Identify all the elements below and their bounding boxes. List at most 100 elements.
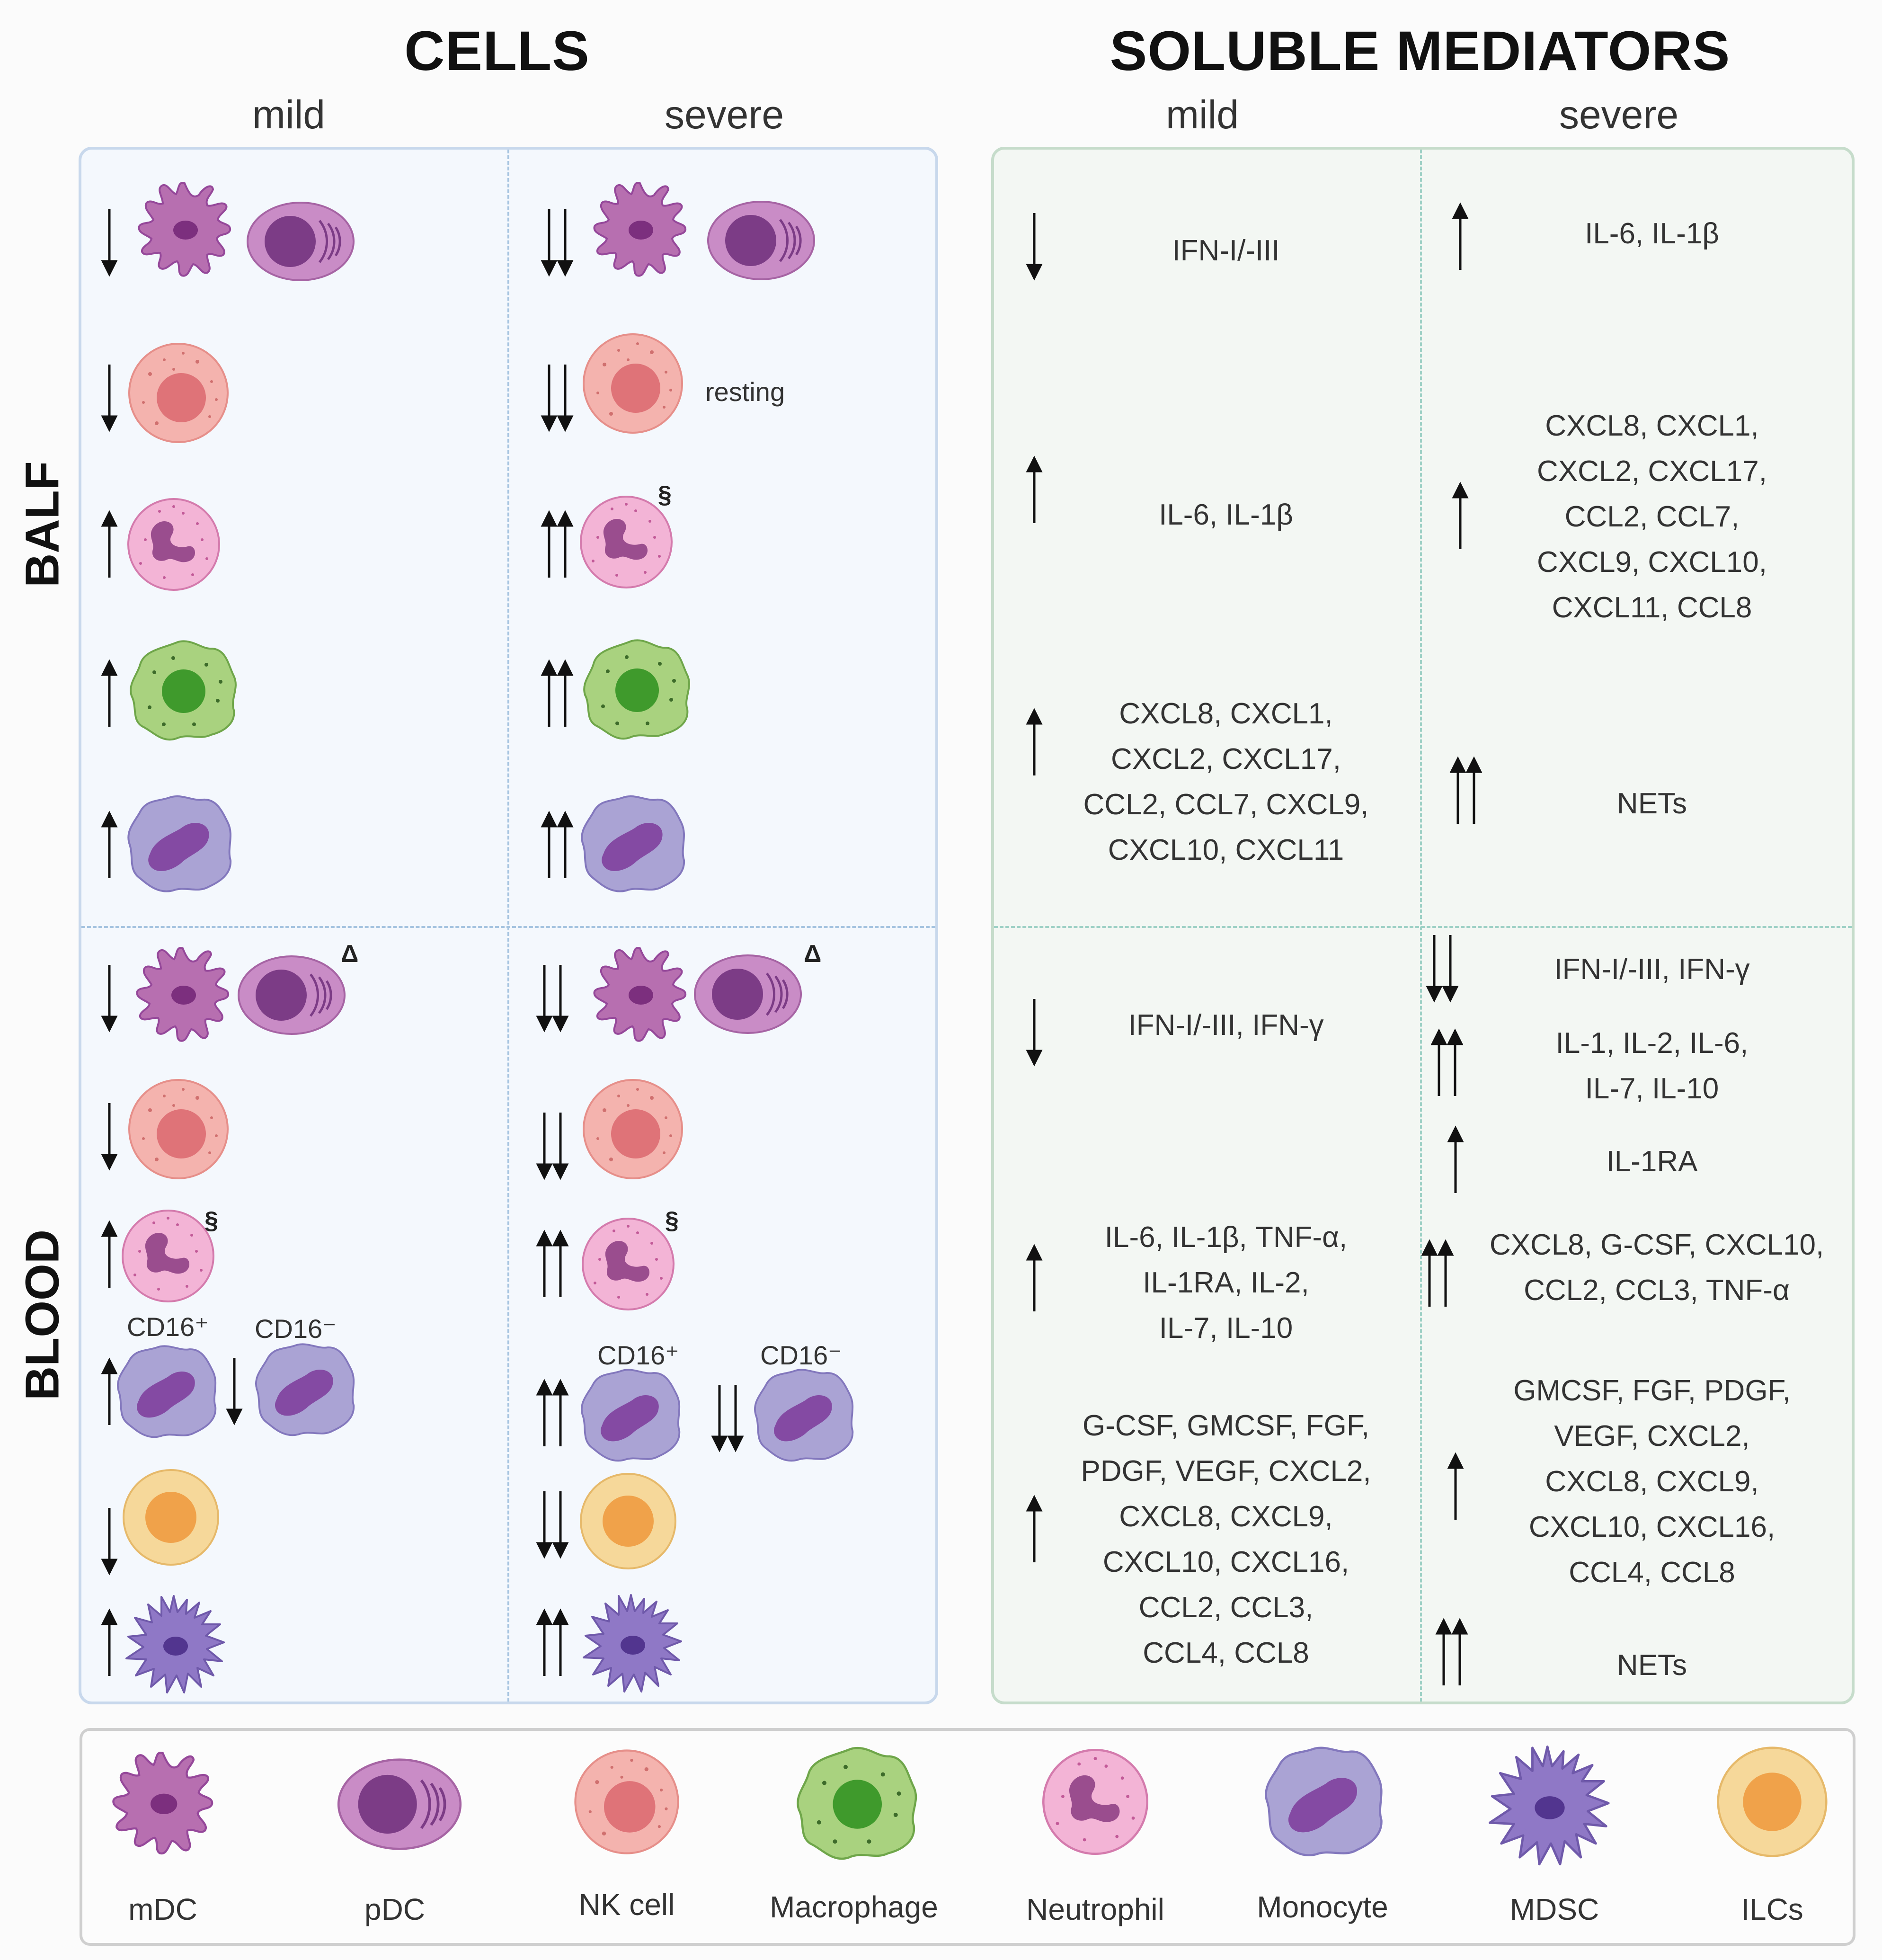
mediator-line: CXCL8, CXCL9, (1119, 1500, 1333, 1533)
mediator-line: CXCL2, CXCL17, (1111, 743, 1341, 775)
legend-label-monocyte: Monocyte (1257, 1890, 1388, 1924)
pdc-icon (235, 948, 348, 1042)
mediator-line: PDGF, VEGF, CXCL2, (1081, 1455, 1371, 1488)
soluble-mild-header: mild (1165, 92, 1239, 137)
balf-neutrophil-mild-up-arrow (101, 510, 118, 578)
blood-severe-mediator-text: GMCSF, FGF, PDGF, VEGF, CXCL2, CXCL8, CX… (1486, 1368, 1818, 1595)
mediator-line: CXCL8, CXCL1, (1545, 410, 1759, 442)
balf-severe-mediator-text: CXCL8, CXCL1, CXCL2, CXCL17, CCL2, CCL7,… (1486, 403, 1818, 631)
blood-severe-mediator-text: IL-1RA (1606, 1145, 1698, 1178)
mdc-icon (138, 182, 231, 277)
mdsc-icon (1483, 1740, 1616, 1873)
blood-mdsc-mild-up-arrow (101, 1608, 118, 1676)
blood-mdc-mild-down-arrow (101, 965, 118, 1033)
balf-macrophage-severe-up-arrow (541, 659, 574, 727)
balf-severe-mediator-text: IL-6, IL-1β (1585, 217, 1719, 250)
blood-mild-mediator-text: IFN-I/-III, IFN-γ (1128, 1009, 1324, 1042)
balf-monocyte-mild-up-arrow (101, 811, 118, 878)
blood-mdsc-severe-up-arrow (536, 1608, 569, 1676)
monocyte-icon (255, 1343, 355, 1436)
balf-mild-mediator-text: CXCL8, CXCL1, CXCL2, CXCL17, CCL2, CCL7,… (1060, 691, 1392, 873)
cd16-negative-label: CD16⁻ (255, 1314, 337, 1344)
balf-neutrophil-severe-up-arrow (541, 510, 574, 578)
pdc-icon (333, 1750, 466, 1859)
blood-mild-growth-factor-up-arrow (1026, 1495, 1043, 1562)
cells-title: CELLS (404, 20, 590, 82)
mediator-line: IL-6, IL-1β, TNF-α, (1104, 1221, 1348, 1254)
blood-nk-severe-down-arrow (536, 1113, 569, 1180)
blood-ilc-severe-down-arrow (536, 1491, 569, 1559)
balf-mild-il6-up-arrow (1026, 455, 1043, 523)
blood-severe-mediator-text: IFN-I/-III, IFN-γ (1554, 953, 1750, 986)
balf-mild-chemokine-up-arrow (1026, 708, 1043, 775)
balf-severe-chemokine-up-arrow (1452, 481, 1469, 549)
mdsc-icon (583, 1594, 682, 1693)
balf-mild-mediator-text: IL-6, IL-1β (1159, 499, 1293, 531)
mediator-line: CCL4, CCL8 (1569, 1556, 1735, 1589)
mediator-line: IL-1, IL-2, IL-6, (1555, 1027, 1749, 1060)
neutrophil-icon (122, 1210, 214, 1302)
blood-neutrophil-mild-up-arrow (101, 1220, 118, 1288)
blood-monocyte-cd16pos-severe-up-arrow (536, 1379, 569, 1446)
mdsc-icon (125, 1595, 225, 1693)
mdc-icon (593, 947, 687, 1042)
balf-monocyte-severe-up-arrow (541, 811, 574, 878)
monocyte-icon (116, 1345, 217, 1438)
monocyte-icon (581, 795, 685, 892)
resting-note: resting (705, 377, 785, 407)
monocyte-icon (127, 795, 232, 892)
balf-nk-severe-down-arrow (541, 365, 574, 432)
ilc-icon (580, 1473, 676, 1569)
mediator-line: CXCL10, CXCL16, (1102, 1546, 1349, 1578)
mediator-line: CCL2, CCL7, (1564, 500, 1740, 533)
mediator-line: IL-1RA, IL-2, (1143, 1266, 1309, 1299)
balf-severe-nets-up-arrow (1449, 756, 1483, 824)
blood-severe-cxcl-up-arrow (1421, 1239, 1454, 1307)
mediator-line: CXCL9, CXCL10, (1537, 546, 1767, 579)
balf-mild-ifn-down-arrow (1026, 213, 1043, 281)
balf-severe-mediator-text: NETs (1616, 787, 1687, 820)
cd16-negative-label: CD16⁻ (760, 1340, 842, 1370)
pdc-icon (691, 947, 805, 1042)
mediator-line: CCL4, CCL8 (1143, 1637, 1309, 1669)
blood-mild-mediator-text: IL-6, IL-1β, TNF-α, IL-1RA, IL-2, IL-7, … (1060, 1215, 1392, 1351)
cells-mild-header: mild (252, 92, 325, 137)
mediator-line: IL-7, IL-10 (1585, 1072, 1719, 1105)
blood-severe-ifn-down-arrow (1426, 935, 1459, 1003)
mediator-line: CCL2, CCL3, (1138, 1591, 1314, 1624)
balf-nk-mild-down-arrow (101, 365, 118, 432)
section-mark: § (665, 1207, 679, 1234)
blood-ilc-mild-down-arrow (101, 1508, 118, 1576)
ilc-icon (123, 1469, 219, 1566)
neutrophil-icon (582, 1218, 675, 1310)
legend-label-ilcs: ILCs (1741, 1892, 1803, 1926)
nk-cell-icon (128, 1079, 229, 1179)
balf-mild-mediator-text: IFN-I/-III (1172, 234, 1280, 267)
mediator-line: G-CSF, GMCSF, FGF, (1082, 1409, 1370, 1442)
macrophage-icon (583, 639, 690, 740)
section-mark: § (658, 481, 672, 508)
mediators-column-divider (1420, 150, 1422, 1702)
blood-nk-mild-down-arrow (101, 1103, 118, 1171)
blood-row-label: BLOOD (16, 1229, 69, 1401)
blood-severe-growth-factor-up-arrow (1447, 1452, 1464, 1520)
blood-mdc-severe-down-arrow (536, 965, 569, 1033)
blood-severe-nets-up-arrow (1435, 1618, 1468, 1685)
mediator-line: VEGF, CXCL2, (1554, 1420, 1750, 1452)
legend-label-neutrophil: Neutrophil (1026, 1892, 1164, 1926)
neutrophil-icon (1039, 1745, 1152, 1859)
mediator-line: CXCL10, CXCL16, (1528, 1511, 1775, 1543)
nk-cell-icon (583, 1079, 683, 1179)
balf-macrophage-mild-up-arrow (101, 659, 118, 727)
balf-mdc-mild-down-arrow (101, 209, 118, 277)
delta-mark: Δ (804, 940, 822, 968)
blood-severe-mediator-text: IL-1, IL-2, IL-6, IL-7, IL-10 (1486, 1021, 1818, 1112)
mediator-line: CXCL8, CXCL9, (1545, 1465, 1759, 1498)
mdc-icon (101, 1740, 224, 1863)
blood-severe-il-up-arrow (1430, 1028, 1464, 1096)
blood-mild-ifn-down-arrow (1026, 999, 1043, 1067)
blood-severe-il1ra-up-arrow (1447, 1125, 1464, 1193)
blood-mild-mediator-text: G-CSF, GMCSF, FGF, PDGF, VEGF, CXCL2, CX… (1060, 1403, 1392, 1676)
legend-label-macrophage: Macrophage (770, 1890, 938, 1924)
monocyte-icon (580, 1369, 681, 1462)
